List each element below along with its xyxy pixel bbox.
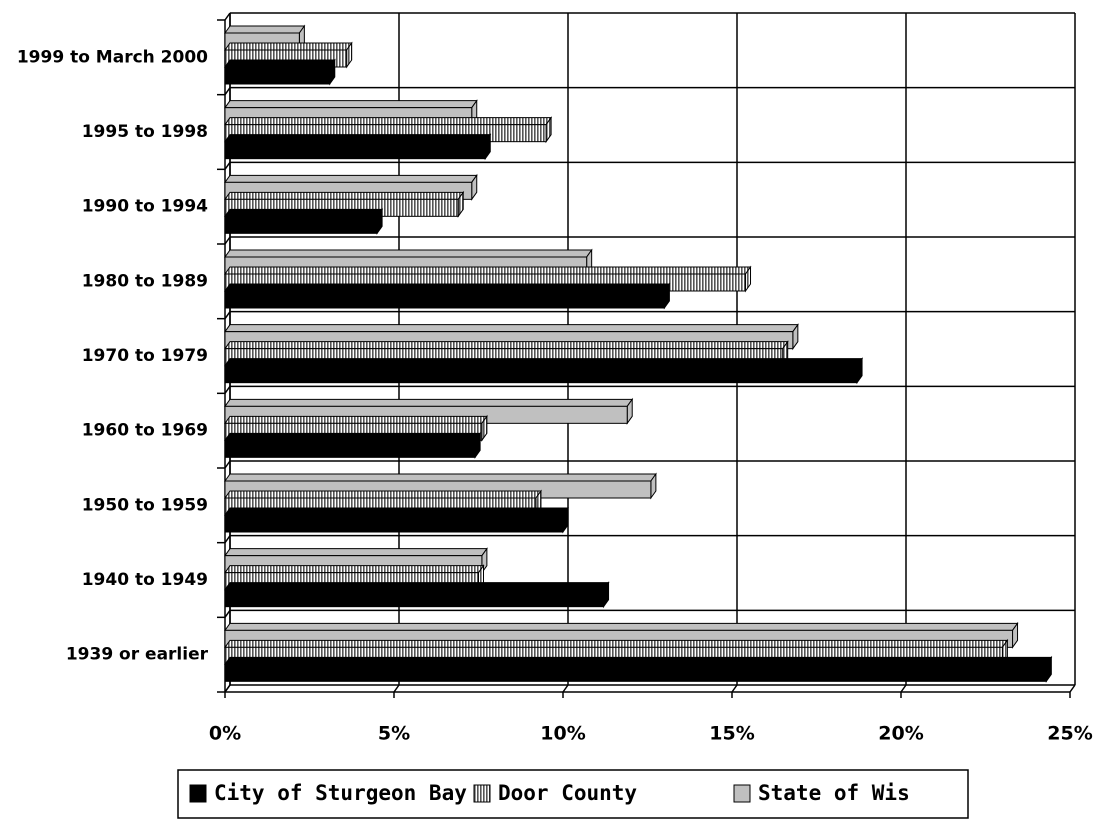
- wall-edge: [224, 460, 231, 469]
- floor-edge: [562, 684, 569, 693]
- bar-top: [224, 398, 634, 407]
- legend-swatch: [733, 784, 751, 803]
- bar-top: [224, 117, 553, 126]
- bar-top: [224, 358, 864, 367]
- wall-edge: [224, 311, 231, 320]
- floor-edge: [393, 684, 400, 693]
- legend-box: [177, 769, 969, 819]
- x-tick-label: 10%: [540, 723, 585, 745]
- bar-top: [224, 283, 671, 292]
- legend-label: Door County: [498, 781, 637, 805]
- bar-top: [224, 582, 610, 591]
- legend-label: City of Sturgeon Bay: [214, 781, 467, 805]
- floor-edge: [731, 684, 738, 693]
- bar-top: [224, 324, 799, 333]
- wall-edge: [224, 87, 231, 96]
- bar-top: [224, 249, 593, 258]
- bar: [224, 215, 378, 234]
- y-tick-label: 1970 to 1979: [82, 346, 208, 366]
- bar-top: [224, 432, 482, 441]
- x-tick-label: 0%: [209, 723, 241, 745]
- bar: [224, 439, 476, 458]
- floor-edge: [224, 684, 231, 693]
- bar-top: [224, 134, 492, 143]
- wall-edge: [224, 161, 231, 170]
- legend-label: State of Wis: [758, 781, 910, 805]
- bar: [224, 663, 1047, 682]
- y-tick-label: 1960 to 1969: [82, 421, 208, 441]
- x-tick-label: 20%: [878, 723, 923, 745]
- bar-top: [224, 622, 1019, 631]
- floor-edge: [900, 684, 907, 693]
- bar-top: [224, 100, 478, 109]
- bar-top: [224, 639, 1009, 648]
- wall-edge: [224, 385, 231, 394]
- floor-edge: [1069, 684, 1076, 693]
- bar: [224, 589, 605, 608]
- bar: [224, 141, 486, 160]
- y-tick-label: 1980 to 1989: [82, 271, 208, 291]
- bar-top: [224, 473, 657, 482]
- wall-edge: [224, 236, 231, 245]
- bar-top: [224, 208, 384, 217]
- bar-top: [224, 191, 465, 200]
- wall-edge: [224, 535, 231, 544]
- wall-edge: [224, 12, 231, 21]
- x-tick-label: 5%: [378, 723, 410, 745]
- bar: [224, 514, 564, 533]
- wall-edge: [224, 609, 231, 618]
- x-tick-label: 15%: [709, 723, 754, 745]
- y-tick-label: 1995 to 1998: [82, 122, 208, 142]
- y-tick-label: 1940 to 1949: [82, 570, 208, 590]
- y-tick-label: 1999 to March 2000: [17, 47, 208, 67]
- bar-top: [224, 548, 488, 557]
- bar: [224, 365, 858, 384]
- y-tick-label: 1990 to 1994: [82, 197, 208, 217]
- bar: [224, 66, 331, 85]
- legend-swatch: [473, 784, 491, 803]
- bar-top: [224, 507, 569, 516]
- bar-top: [224, 266, 752, 275]
- bar-top: [224, 565, 485, 574]
- bar: [224, 290, 665, 309]
- bar-top: [224, 656, 1053, 665]
- bar-top: [224, 59, 336, 68]
- bar-top: [224, 341, 789, 350]
- y-tick-label: 1939 or earlier: [66, 645, 209, 665]
- bar-top: [224, 415, 488, 424]
- x-tick-label: 25%: [1047, 723, 1092, 745]
- bar-top: [224, 490, 542, 499]
- bar-top: [224, 25, 306, 34]
- legend-swatch: [189, 784, 207, 803]
- bar-top: [224, 174, 478, 183]
- bar-top: [224, 42, 353, 51]
- y-tick-label: 1950 to 1959: [82, 495, 208, 515]
